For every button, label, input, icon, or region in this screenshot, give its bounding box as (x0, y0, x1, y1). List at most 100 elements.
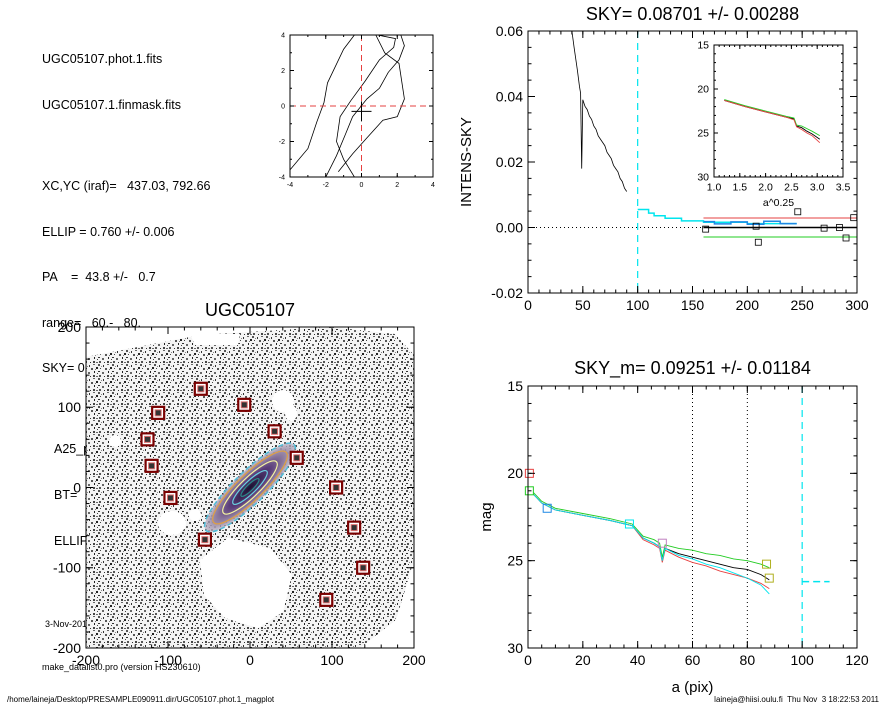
inset-ytick-label: 20 (697, 84, 709, 96)
inset-xtick-label: 2.5 (784, 182, 799, 194)
inset-xtick-label: 1.0 (707, 182, 722, 194)
isophote-ellipse (222, 460, 278, 515)
image-xtick-label: 100 (320, 652, 344, 668)
star-mask-core (359, 564, 367, 572)
sky-ytick-label: 0.06 (496, 23, 523, 39)
inset-ytick-label: 30 (697, 172, 709, 184)
sky-sample-square (794, 208, 802, 216)
sky-sample-square (836, 224, 843, 231)
contour-xtick-label: -4 (287, 182, 293, 189)
contour-xtick-label: 0 (360, 182, 364, 189)
star-mask-core (201, 536, 209, 544)
mag-marker-square (542, 503, 552, 513)
intensity-profile (571, 30, 628, 192)
sky-step-blue (703, 220, 797, 225)
star-mask-core (350, 524, 358, 532)
star-mask-core (148, 462, 156, 470)
galaxy-image-plot: UGC05107 -200 -100 0 100 200 -200 -100 0 100 200 (53, 300, 426, 668)
contour-line (325, 35, 405, 177)
isophote-ellipse (203, 442, 297, 533)
mag-xtick-label: 120 (845, 652, 869, 668)
inset-xtick-label: 2.0 (758, 182, 773, 194)
sky-ytick-label: 0.02 (496, 154, 523, 170)
star-mask-core (154, 409, 162, 417)
sky-sample-square (754, 238, 762, 246)
image-ytick-label: 200 (58, 319, 82, 335)
inset-series-green (724, 99, 821, 136)
inset-frame (713, 44, 844, 178)
mag-marker-square (524, 486, 534, 496)
isophote-ellipse (240, 478, 260, 497)
sky-xtick-label: 0 (524, 297, 532, 313)
image-xtick-label: -200 (72, 652, 100, 668)
mag-xtick-label: 40 (630, 652, 646, 668)
mag-xtick-label: 0 (524, 652, 532, 668)
mag-xlabel: a (pix) (672, 679, 714, 696)
mask-region (200, 538, 292, 628)
star-mask-core (166, 494, 174, 502)
mag-ytick-label: 15 (507, 378, 523, 394)
mag-ytick-label: 20 (507, 465, 523, 481)
mask-region (190, 334, 240, 345)
contour-ytick-label: 0 (281, 103, 285, 110)
file-name-phot: UGC05107.phot.1.fits (42, 52, 163, 67)
sky-ytick-label: -0.02 (491, 285, 523, 301)
contour-ytick-label: 4 (281, 32, 285, 39)
star-mask-core (197, 385, 205, 393)
contour-ytick-label: -4 (279, 174, 285, 181)
image-ytick-label: -100 (53, 560, 81, 576)
contour-line (290, 35, 355, 171)
sky-title: SKY= 0.08701 +/- 0.00288 (586, 4, 799, 24)
sky-xtick-label: 150 (681, 297, 705, 313)
contour-line (337, 35, 405, 172)
mag-ytick-label: 25 (507, 553, 523, 569)
inset-series-red (724, 99, 821, 144)
star-mask-core (332, 484, 340, 491)
mag-xtick-label: 80 (740, 652, 756, 668)
mag-series-cyan (533, 493, 770, 595)
program-version: make_datalist0.pro (version HS230610) (42, 662, 201, 673)
image-xtick-label: -100 (154, 652, 182, 668)
image-ytick-label: 100 (58, 399, 82, 415)
inset-xtick-label: 1.5 (732, 182, 747, 194)
sky-sample-square (752, 222, 760, 230)
star-mask-core (293, 454, 301, 462)
contour-xtick-label: 2 (395, 182, 399, 189)
sky-sample-square (820, 224, 828, 232)
sky-ytick-label: 0.04 (496, 88, 523, 104)
inset-bg (714, 45, 843, 177)
star-mask-core (144, 435, 151, 443)
inset-xtick-label: 3.0 (810, 182, 825, 194)
mag-series-black (533, 493, 770, 581)
sky-profile-plot: SKY= 0.08701 +/- 0.00288 INTENS-SKY 0 50 100… (458, 4, 869, 313)
mag-xtick-label: 100 (790, 652, 814, 668)
fit-range: range= 60.- 80. (42, 315, 142, 330)
contour-xtick-label: 4 (431, 182, 435, 189)
star-mask-core (240, 401, 248, 409)
image-ytick-label: 0 (73, 479, 81, 495)
contour-lines (290, 35, 433, 177)
isophote-ellipse (232, 470, 268, 505)
mag-marker-square (624, 519, 634, 529)
position-angle: PA = 43.8 +/- 0.7 (42, 270, 156, 285)
inset-ytick-label: 25 (697, 128, 709, 140)
mag-xtick-label: 20 (575, 652, 591, 668)
contour-ytick-label: -2 (279, 139, 285, 146)
image-xtick-label: 200 (402, 652, 426, 668)
footer-path: /home/laineja/Desktop/PRESAMPLE090911.di… (7, 695, 275, 704)
inset-ytick-label: 15 (697, 40, 709, 52)
magnitude-profile-plot: SKY_m= 0.09251 +/- 0.01184 mag a (pix) 0 20 4… (478, 358, 869, 696)
mag-ytick-label: 30 (507, 640, 523, 656)
image-title: UGC05107 (205, 300, 295, 320)
sky-sample-square (842, 234, 850, 242)
contour-plot: -4 -2 0 2 4 -4 -2 0 2 4 (279, 32, 435, 189)
sky-xtick-label: 200 (736, 297, 760, 313)
inset-xtick-label: 3.5 (836, 182, 851, 194)
mask-region (158, 511, 186, 535)
inset-xlabel: a^0.25 (763, 197, 794, 209)
galaxy-image (86, 327, 414, 648)
star-mask-core (322, 596, 330, 604)
sky-xtick-label: 300 (845, 297, 869, 313)
star-mask-core (271, 427, 279, 435)
